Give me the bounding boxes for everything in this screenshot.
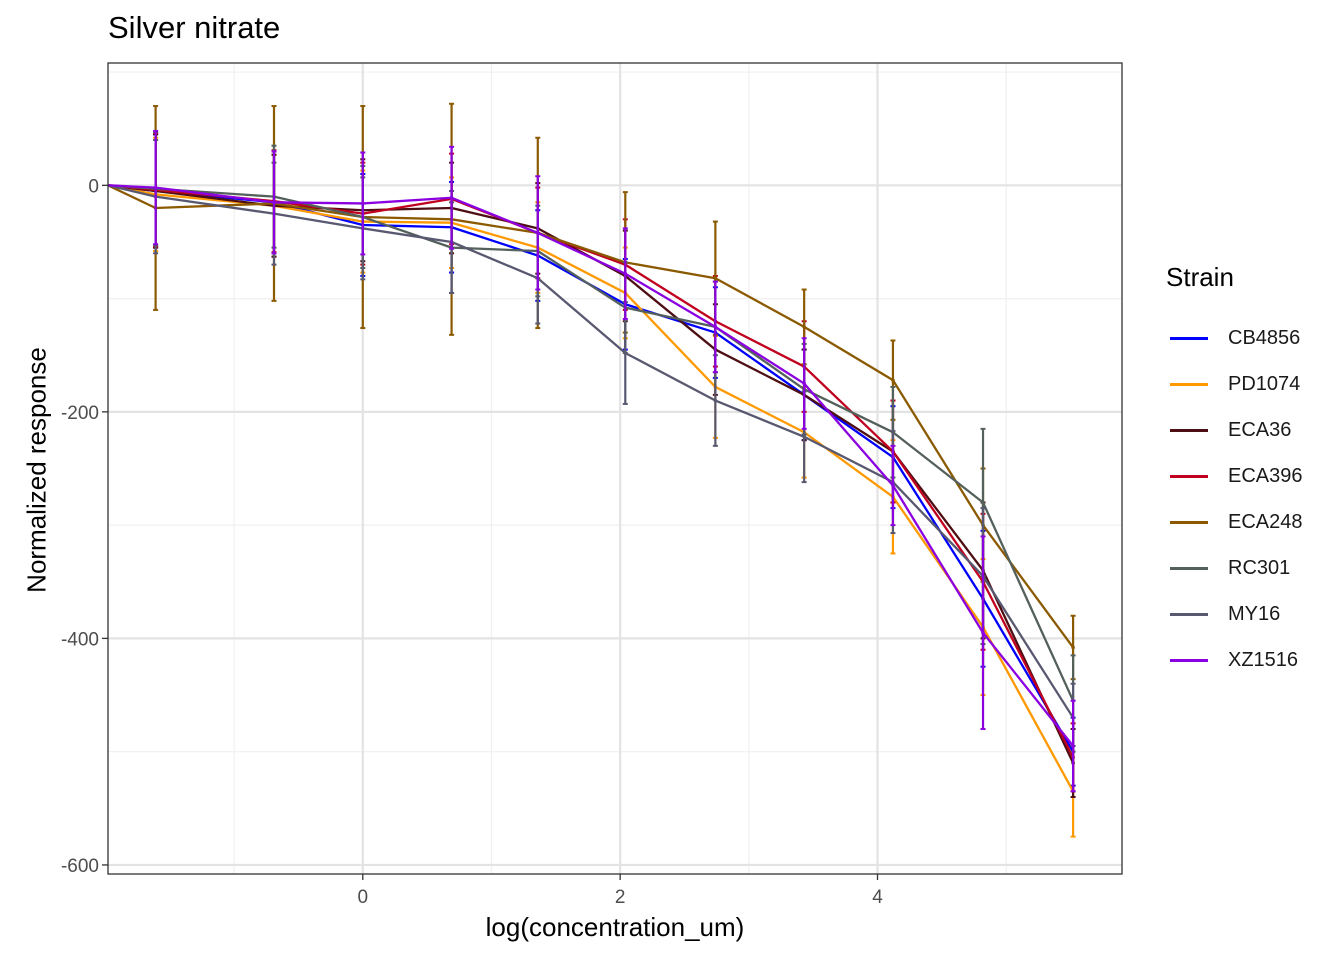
legend-label: ECA396 [1228, 464, 1303, 487]
data-point [153, 185, 158, 190]
legend-swatch [1170, 612, 1208, 616]
data-point [802, 325, 806, 329]
data-point [623, 271, 628, 276]
legend-label: PD1074 [1228, 372, 1301, 395]
y-axis-title: Normalized response [21, 347, 52, 593]
data-point [891, 483, 895, 488]
series-XZ1516 [107, 129, 1076, 793]
series-line [107, 184, 1075, 702]
legend-item-MY16: MY16 [1166, 591, 1303, 637]
chart-title: Silver nitrate [108, 10, 281, 45]
legend-label: XZ1516 [1228, 648, 1299, 671]
data-point [272, 200, 276, 205]
data-point [713, 398, 718, 403]
plot-panel: 0 2 4 0 -200 -400 -600 [61, 62, 1123, 908]
legend-swatch [1170, 520, 1208, 524]
series-line [107, 184, 1075, 649]
data-point [1071, 744, 1075, 748]
legend-title: Strain [1166, 262, 1234, 292]
data-point [360, 201, 365, 206]
panel-border [107, 62, 1123, 875]
data-point [713, 325, 718, 329]
x-tick-label: 2 [615, 887, 626, 908]
legend-label: ECA248 [1228, 510, 1303, 533]
x-axis-title: log(concentration_um) [485, 912, 745, 942]
x-tick-label: 4 [872, 887, 883, 908]
legend-swatch [1170, 428, 1208, 432]
data-point [449, 195, 454, 200]
legend-item-XZ1516: XZ1516 [1166, 637, 1303, 683]
data-point [891, 378, 895, 382]
data-point [623, 351, 628, 355]
x-tick-label: 0 [357, 887, 368, 908]
legend-items: CB4856 PD1074 ECA36 ECA396 ECA248 RC301 MY16 XZ… [1166, 315, 1303, 683]
legend-label: RC301 [1228, 556, 1291, 579]
legend-label: MY16 [1228, 602, 1281, 625]
data-point [1071, 645, 1075, 650]
legend-item-ECA396: ECA396 [1166, 453, 1303, 499]
legend-swatch [1170, 658, 1208, 662]
legend-swatch [1170, 382, 1208, 386]
legend-swatch [1170, 566, 1208, 570]
data-point [802, 434, 806, 439]
series-line [107, 184, 1075, 719]
data-point [802, 381, 806, 386]
data-point [535, 231, 540, 235]
y-tick-label: -400 [61, 629, 99, 650]
data-point [981, 500, 985, 505]
legend-item-CB4856: CB4856 [1166, 315, 1303, 361]
legend-label: ECA36 [1228, 418, 1292, 441]
data-point [981, 630, 985, 635]
legend-item-PD1074: PD1074 [1166, 361, 1303, 407]
legend-item-ECA248: ECA248 [1166, 499, 1303, 545]
y-tick-label: 0 [88, 176, 99, 197]
legend-item-ECA36: ECA36 [1166, 407, 1303, 453]
legend-swatch [1170, 474, 1208, 478]
data-point [713, 276, 718, 281]
series-line [107, 184, 1075, 747]
legend-label: CB4856 [1228, 326, 1301, 349]
legend-item-RC301: RC301 [1166, 545, 1303, 591]
legend: Strain CB4856 PD1074 ECA36 ECA396 ECA248 RC30… [1166, 262, 1303, 683]
legend-swatch [1170, 336, 1208, 340]
y-tick-label: -600 [61, 856, 99, 877]
y-tick-label: -200 [61, 403, 99, 424]
